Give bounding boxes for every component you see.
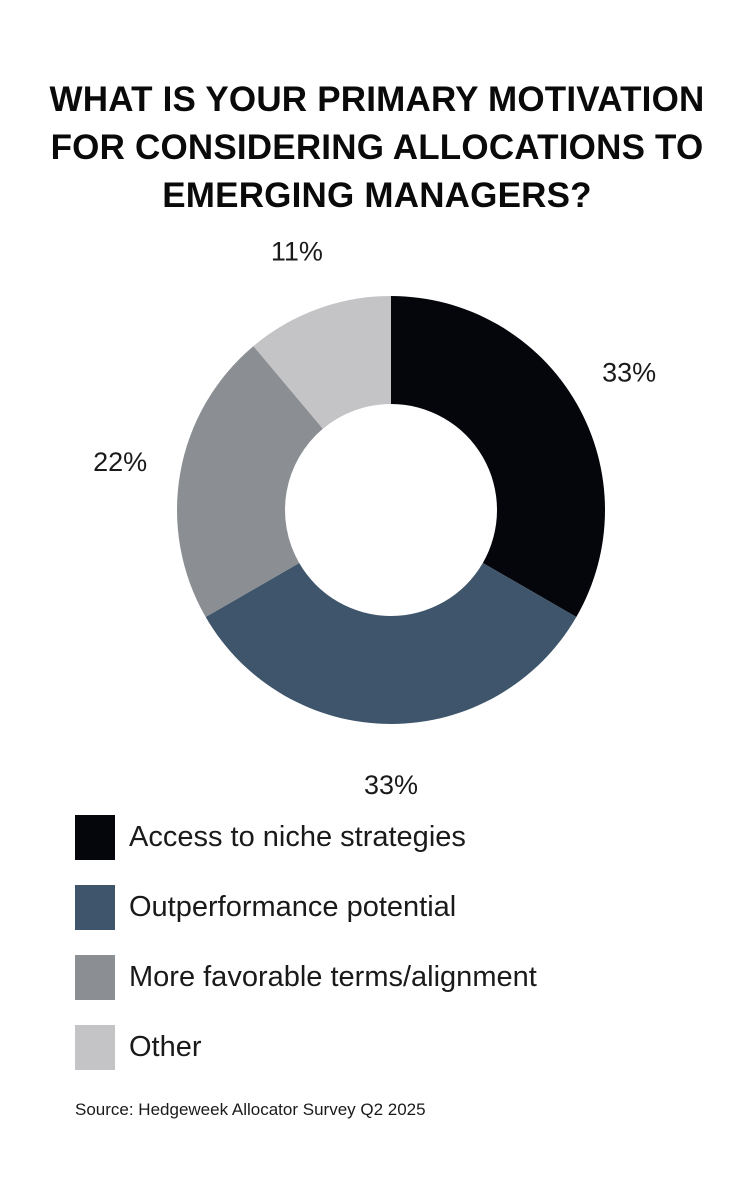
legend-swatch-other [75, 1025, 115, 1070]
slice-outperformance-potential [205, 563, 577, 724]
legend-item-access-to-niche-strategies: Access to niche strategies [75, 815, 537, 860]
legend-label-more-favorable-terms: More favorable terms/alignment [129, 961, 537, 993]
legend-swatch-outperformance-potential [75, 885, 115, 930]
legend-swatch-access-to-niche-strategies [75, 815, 115, 860]
slice-more-favorable-terms [177, 346, 323, 617]
donut-chart: 33% 33% 22% 11% [93, 240, 656, 800]
slice-other [253, 296, 391, 429]
slice-label-access-to-niche-strategies: 33% [602, 358, 656, 388]
chart-title-line-2: FOR CONSIDERING ALLOCATIONS TO [50, 128, 704, 167]
legend-label-other: Other [129, 1031, 202, 1063]
legend-item-more-favorable-terms: More favorable terms/alignment [75, 955, 537, 1000]
chart-title: WHAT IS YOUR PRIMARY MOTIVATION FOR CONS… [0, 76, 754, 220]
legend-item-outperformance-potential: Outperformance potential [75, 885, 537, 930]
source-note: Source: Hedgeweek Allocator Survey Q2 20… [75, 1100, 426, 1119]
legend-label-outperformance-potential: Outperformance potential [129, 891, 457, 923]
chart-title-line-3: EMERGING MANAGERS? [162, 176, 592, 215]
legend: Access to niche strategies Outperformanc… [75, 815, 537, 1095]
legend-swatch-more-favorable-terms [75, 955, 115, 1000]
slice-label-more-favorable-terms: 22% [93, 447, 147, 477]
chart-title-line-1: WHAT IS YOUR PRIMARY MOTIVATION [49, 80, 705, 119]
slice-label-outperformance-potential: 33% [364, 770, 418, 800]
slice-access-to-niche-strategies [391, 296, 605, 617]
legend-label-access-to-niche-strategies: Access to niche strategies [129, 821, 466, 853]
slice-label-other: 11% [271, 240, 323, 267]
legend-item-other: Other [75, 1025, 537, 1070]
